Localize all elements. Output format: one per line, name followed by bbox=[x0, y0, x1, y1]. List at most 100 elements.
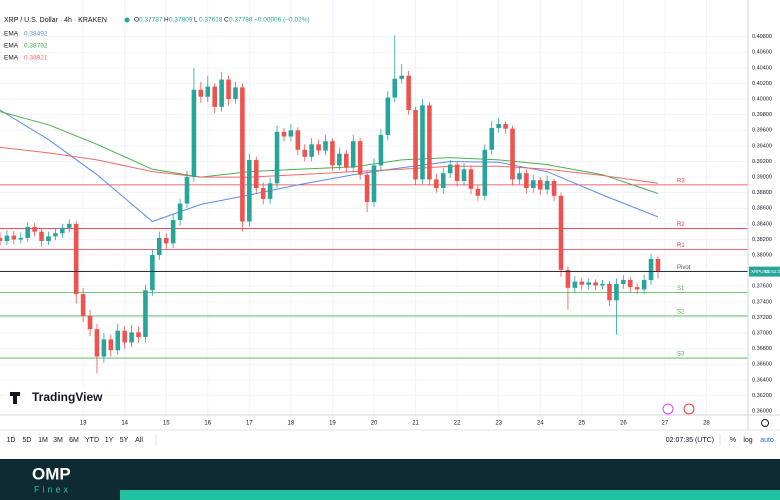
candle-body bbox=[593, 282, 598, 286]
y-tick-label: 0.37600 bbox=[752, 284, 772, 290]
candle-body bbox=[25, 227, 31, 238]
range-button[interactable]: 5D bbox=[23, 437, 32, 444]
settings-icon[interactable] bbox=[761, 419, 769, 427]
candle-body bbox=[0, 237, 3, 242]
candle-body bbox=[46, 236, 51, 242]
candle-body bbox=[468, 169, 474, 189]
candle-body bbox=[219, 79, 224, 107]
range-button[interactable]: 1M bbox=[38, 437, 48, 444]
candle-body bbox=[461, 169, 467, 181]
candle-body bbox=[198, 89, 204, 97]
candle-body bbox=[316, 144, 321, 151]
candle-body bbox=[496, 124, 501, 128]
y-tick-label: 0.38000 bbox=[752, 253, 772, 259]
candle-body bbox=[510, 128, 515, 180]
clock: 02:07:35 (UTC) bbox=[666, 437, 714, 444]
y-tick-label: 0.40400 bbox=[752, 65, 772, 71]
candle-body bbox=[586, 282, 592, 285]
range-button[interactable]: YTD bbox=[85, 437, 99, 444]
x-tick-label: 21 bbox=[412, 421, 419, 427]
y-tick-label: 0.40800 bbox=[752, 34, 772, 40]
log-toggle[interactable]: log bbox=[743, 437, 752, 444]
logo-icon bbox=[10, 392, 20, 396]
candle-body bbox=[447, 164, 453, 174]
candle-body bbox=[4, 235, 10, 242]
y-tick-label: 0.39200 bbox=[752, 159, 772, 165]
range-button[interactable]: 6M bbox=[69, 437, 79, 444]
candle-body bbox=[475, 188, 481, 196]
price-tag-countdown: 01:52:24 bbox=[765, 269, 780, 274]
candle-body bbox=[205, 86, 211, 97]
range-button[interactable]: 1Y bbox=[105, 437, 114, 444]
x-tick-label: 27 bbox=[662, 421, 669, 427]
event-icon[interactable] bbox=[683, 403, 695, 415]
range-button[interactable]: 5Y bbox=[120, 437, 129, 444]
candle-body bbox=[101, 339, 107, 357]
x-tick-label: 14 bbox=[121, 421, 128, 427]
y-tick-label: 0.39600 bbox=[752, 128, 772, 134]
y-tick-label: 0.36000 bbox=[752, 409, 772, 415]
price-tag bbox=[749, 266, 780, 277]
candle-body bbox=[337, 153, 342, 166]
range-button[interactable]: 3M bbox=[53, 437, 63, 444]
candle-body bbox=[281, 131, 287, 137]
y-tick-label: 0.38200 bbox=[752, 237, 772, 243]
candle-body bbox=[454, 164, 460, 181]
candle-body bbox=[385, 97, 391, 135]
candle-body bbox=[330, 141, 335, 166]
x-tick-label: 22 bbox=[454, 421, 461, 427]
legend-name: EMA bbox=[4, 55, 19, 62]
candle-body bbox=[247, 159, 252, 222]
background bbox=[0, 0, 780, 459]
candle-body bbox=[274, 131, 280, 184]
legend-name: EMA bbox=[4, 31, 19, 38]
candle-body bbox=[212, 86, 218, 107]
candle-body bbox=[18, 237, 24, 240]
pivot-label: R1 bbox=[677, 243, 685, 249]
candle-body bbox=[572, 281, 578, 288]
candle-body bbox=[627, 280, 633, 288]
auto-toggle[interactable]: auto bbox=[760, 437, 774, 444]
candle-body bbox=[378, 134, 384, 166]
candle-body bbox=[600, 283, 605, 286]
ema-line bbox=[0, 109, 659, 223]
y-tick-label: 0.39800 bbox=[752, 112, 772, 118]
candle-body bbox=[32, 227, 37, 232]
y-tick-label: 0.37000 bbox=[752, 331, 772, 337]
candle-body bbox=[260, 187, 266, 199]
candle-body bbox=[427, 105, 432, 180]
x-tick-label: 15 bbox=[163, 421, 170, 427]
candle-body bbox=[579, 281, 585, 285]
candle-body bbox=[253, 159, 259, 188]
x-tick-label: 23 bbox=[495, 421, 502, 427]
candle-body bbox=[150, 255, 155, 291]
range-button[interactable]: All bbox=[135, 437, 143, 444]
candle-body bbox=[621, 280, 626, 284]
event-icon[interactable] bbox=[662, 403, 674, 415]
pivot-label: S1 bbox=[677, 286, 685, 292]
range-button[interactable]: 1D bbox=[7, 437, 16, 444]
y-tick-label: 0.39400 bbox=[752, 143, 772, 149]
price-tag-symbol: XRPUSD bbox=[751, 269, 771, 274]
candle-body bbox=[648, 258, 654, 281]
legend-value: 0.38921 bbox=[24, 55, 48, 62]
x-tick-label: 25 bbox=[578, 421, 585, 427]
candle-body bbox=[295, 130, 301, 150]
x-tick-label: 13 bbox=[80, 421, 87, 427]
candle-body bbox=[108, 339, 114, 351]
candle-body bbox=[392, 78, 398, 98]
candle-body bbox=[489, 127, 495, 150]
x-tick-label: 16 bbox=[204, 421, 211, 427]
candle-body bbox=[53, 233, 58, 237]
candle-body bbox=[323, 141, 328, 151]
y-tick-label: 0.40600 bbox=[752, 50, 772, 56]
x-tick-label: 19 bbox=[329, 421, 336, 427]
y-tick-label: 0.40000 bbox=[752, 97, 772, 103]
candle-body bbox=[558, 195, 564, 270]
percent-toggle[interactable]: % bbox=[730, 437, 736, 444]
logo-icon bbox=[13, 396, 17, 404]
candle-body bbox=[115, 330, 121, 351]
ema-line bbox=[0, 146, 659, 184]
candle-body bbox=[73, 223, 79, 295]
